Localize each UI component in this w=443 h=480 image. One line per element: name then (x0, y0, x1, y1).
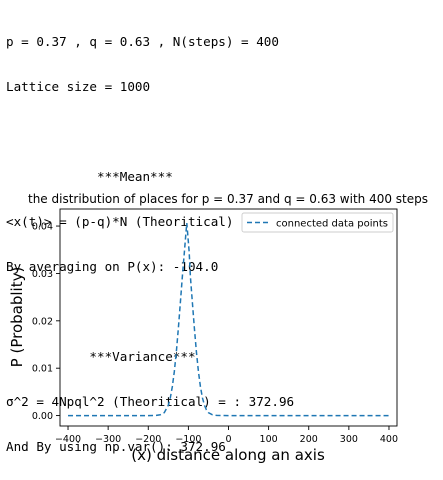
variance-theoretical-line: σ^2 = 4Npql^2 (Theoritical) = : 372.96 (6, 394, 295, 409)
x-tick-label: 300 (340, 434, 358, 445)
y-tick-label: 0.03 (32, 269, 53, 280)
variance-npvar-line: And By using np.var(): 372.96 (6, 439, 226, 454)
x-tick-label: −300 (95, 434, 121, 445)
legend-label: connected data points (276, 219, 388, 230)
x-tick-label: −200 (135, 434, 161, 445)
variance-header: ***Variance*** (6, 349, 196, 364)
plot-frame (59, 208, 398, 427)
y-tick-label: 0.01 (32, 364, 53, 375)
x-tick-label: 0 (225, 434, 231, 445)
y-axis: 0.00 0.01 0.02 0.03 0.04 (32, 222, 60, 422)
lattice-line: Lattice size = 1000 (6, 79, 151, 94)
x-tick-label: −100 (175, 434, 201, 445)
x-tick-label: −400 (55, 434, 81, 445)
x-axis: −400 −300 −200 −100 0 100 200 300 400 (55, 426, 398, 445)
x-tick-label: 200 (300, 434, 318, 445)
y-tick-label: 0.04 (32, 222, 53, 233)
legend-box (241, 212, 394, 233)
y-tick-label: 0.00 (32, 411, 53, 422)
x-tick-label: 100 (260, 434, 278, 445)
x-axis-label: (x) distance along an axis (131, 446, 325, 464)
x-tick-label: 400 (380, 434, 398, 445)
y-tick-label: 0.02 (32, 316, 53, 327)
y-axis-label: P (Probablity) (8, 267, 26, 368)
params-line: p = 0.37 , q = 0.63 , N(steps) = 400 (6, 34, 279, 49)
legend: connected data points (241, 212, 394, 233)
series-line-connected-data-points (68, 222, 389, 417)
mean-header: ***Mean*** (6, 169, 173, 184)
chart-title: the distribution of places for p = 0.37 … (28, 192, 428, 206)
